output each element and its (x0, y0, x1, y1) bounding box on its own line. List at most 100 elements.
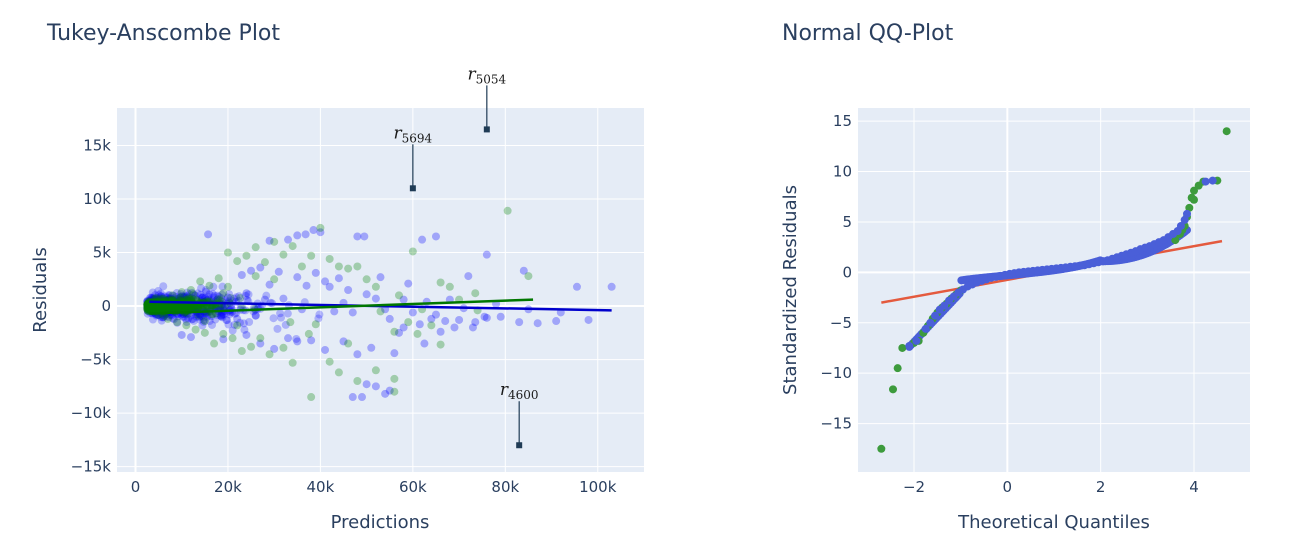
cluster-point (160, 301, 169, 310)
cluster-point (143, 302, 152, 311)
cluster-point (210, 291, 219, 300)
cluster-point (145, 305, 154, 314)
data-point (177, 330, 186, 339)
cluster-point (148, 304, 157, 313)
cluster-point (158, 302, 167, 311)
cluster-point (171, 303, 180, 312)
cluster-point (152, 303, 161, 312)
data-point (480, 312, 489, 321)
cluster-point (273, 324, 282, 333)
cluster-point (176, 293, 185, 302)
cluster-point (147, 303, 156, 312)
cluster-point (193, 304, 202, 313)
cluster-point (149, 301, 158, 310)
cluster-point (160, 303, 169, 312)
cluster-point (157, 303, 166, 312)
cluster-point (151, 305, 160, 314)
cluster-point (159, 302, 168, 311)
cluster-point (242, 295, 251, 304)
cluster-point (166, 302, 175, 311)
cluster-point (183, 288, 192, 297)
right-x-tick-label: 4 (1189, 478, 1199, 496)
cluster-point (144, 297, 153, 306)
cluster-point (168, 301, 177, 310)
cluster-point (177, 292, 186, 301)
cluster-point (184, 293, 193, 302)
cluster-point (156, 302, 165, 311)
annotation-label: r4600 (500, 380, 539, 402)
data-point (182, 321, 191, 330)
cluster-point (147, 302, 156, 311)
cluster-point (182, 292, 191, 301)
left-x-tick-label: 40k (307, 478, 335, 496)
cluster-point (218, 313, 227, 322)
data-point (420, 339, 429, 348)
cluster-point (185, 290, 194, 299)
cluster-point (158, 301, 167, 310)
cluster-point (166, 301, 175, 310)
cluster-point (155, 301, 164, 310)
data-point (413, 329, 422, 338)
cluster-point (155, 301, 164, 310)
cluster-point (174, 302, 183, 311)
cluster-point (144, 305, 153, 314)
cluster-point (166, 301, 175, 310)
data-point (302, 281, 311, 290)
data-point (325, 282, 334, 291)
cluster-point (149, 305, 158, 314)
data-point (344, 286, 353, 294)
right-y-tick-label: 5 (842, 213, 852, 231)
data-point (348, 308, 357, 317)
cluster-point (191, 291, 200, 300)
cluster-point (146, 293, 155, 302)
cluster-point (214, 292, 223, 301)
data-point (293, 231, 302, 240)
cluster-point (158, 302, 167, 311)
qq-point (1190, 186, 1198, 195)
cluster-point (147, 303, 156, 312)
cluster-point (180, 304, 189, 313)
data-point (251, 311, 260, 320)
cluster-point (152, 305, 161, 314)
cluster-point (191, 294, 200, 303)
cluster-point (157, 301, 166, 310)
cluster-point (179, 303, 188, 312)
cluster-point (148, 303, 157, 312)
qq-point (921, 324, 930, 333)
cluster-point (150, 303, 159, 312)
left-y-tick-labels: −15k −10k −5k 0 5k 10k 15k (71, 136, 112, 475)
cluster-point (197, 294, 206, 303)
data-point (376, 307, 385, 316)
cluster-point (153, 303, 162, 312)
data-point (214, 274, 223, 283)
cluster-point (198, 293, 207, 302)
cluster-point (150, 294, 159, 303)
cluster-point (220, 310, 229, 319)
cluster-point (147, 304, 156, 313)
cluster-point (186, 301, 195, 310)
cluster-point (146, 304, 155, 313)
data-point (316, 223, 325, 232)
cluster-point (147, 302, 156, 311)
data-point (247, 342, 256, 351)
cluster-point (160, 305, 169, 314)
data-point (284, 235, 293, 244)
cluster-point (145, 305, 154, 314)
cluster-point (177, 303, 186, 312)
cluster-point (159, 313, 168, 322)
cluster-point (145, 302, 154, 311)
cluster-point (145, 303, 154, 312)
cluster-point (189, 303, 198, 312)
cluster-point (163, 304, 172, 313)
data-point (270, 344, 279, 353)
cluster-point (150, 302, 159, 311)
cluster-point (184, 314, 193, 323)
cluster-point (153, 304, 162, 313)
left-x-tick-label: 60k (399, 478, 427, 496)
cluster-point (158, 305, 167, 314)
data-point (219, 289, 228, 298)
cluster-point (172, 292, 181, 301)
cluster-point (154, 301, 163, 310)
data-point (265, 350, 274, 359)
cluster-point (217, 311, 226, 320)
